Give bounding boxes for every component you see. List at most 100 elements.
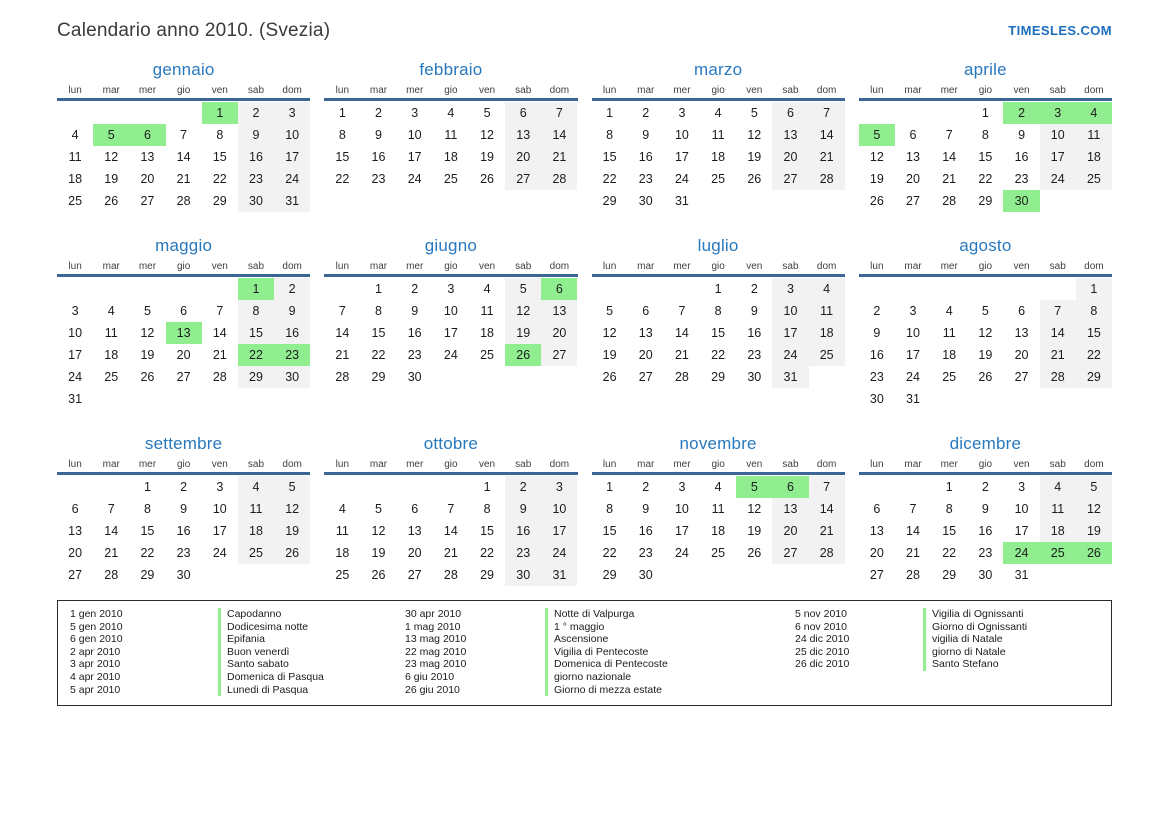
day-cell: 12 [747, 502, 762, 516]
legend-column: 1 gen 2010 Capodanno 5 gen 2010 Dodicesima … [70, 608, 405, 697]
day-cell [433, 476, 469, 498]
day-cell: 17 [212, 524, 227, 538]
weekday-label: ven [478, 459, 496, 470]
day-cell: 2 [1003, 102, 1040, 124]
holiday-marker-bar [545, 608, 548, 621]
day-cell: 26 [1075, 542, 1112, 564]
day-cell: 15 [140, 524, 155, 538]
day-cell: 30 [978, 568, 993, 582]
weekday-label: dom [282, 261, 302, 272]
day-cell [1003, 388, 1039, 410]
weekday-row: lun mar mer gio ven sab dom [858, 85, 1112, 101]
day-cell: 8 [237, 300, 275, 322]
weekday-label: dom [1084, 85, 1104, 96]
day-cell: 25 [942, 370, 957, 384]
weekday-label: sab [247, 459, 265, 470]
weekday-label: mer [406, 261, 424, 272]
day-cell: 17 [443, 326, 458, 340]
day-cell: 29 [942, 568, 957, 582]
day-cell: 24 [674, 546, 689, 560]
day-cell [931, 278, 967, 300]
day-cell: 9 [180, 502, 188, 516]
day-cell [93, 102, 129, 124]
day-cell: 24 [443, 348, 458, 362]
day-cell: 21 [176, 172, 191, 186]
legend-holiday-name: giorno di Natale [932, 645, 1006, 658]
legend-entry: 5 gen 2010 Dodicesima notte [70, 620, 405, 634]
day-cell: 16 [176, 524, 191, 538]
day-cell: 1 [237, 278, 275, 300]
day-cell: 13 [1014, 326, 1029, 340]
day-cell: 31 [541, 564, 578, 586]
holiday-marker-bar [923, 620, 926, 634]
day-cell [1040, 278, 1076, 300]
day-cell: 12 [978, 326, 993, 340]
timesles-logo-link[interactable]: TIMESLES.COM [1008, 23, 1112, 38]
day-cell: 20 [68, 546, 83, 560]
day-cell: 14 [808, 498, 845, 520]
day-cell: 17 [1039, 146, 1076, 168]
day-cell: 1 [375, 282, 382, 296]
weekday-label: gio [978, 459, 993, 470]
day-cell: 4 [237, 476, 275, 498]
day-cell: 30 [747, 370, 762, 384]
day-cell: 9 [411, 304, 419, 318]
day-cell: 12 [747, 128, 762, 142]
days-grid: 1 2 3 4 5 6 7 8 9 10 11 12 13 14 15 16 17 18 19 20 21 22 23 24 2… [859, 476, 1112, 586]
day-cell: 24 [407, 172, 422, 186]
day-cell: 14 [541, 124, 578, 146]
month-giugno: giugno lun mar mer gio ven sab dom 1 2 3 4 5 6 7 8 9 10 11… [324, 236, 578, 410]
day-cell: 15 [602, 150, 617, 164]
day-cell: 3 [678, 480, 686, 494]
day-cell: 6 [505, 102, 542, 124]
holiday-marker-bar [545, 670, 548, 684]
weekday-label: ven [1013, 459, 1030, 470]
day-cell: 19 [869, 172, 884, 186]
day-cell: 5 [736, 476, 773, 498]
day-cell: 9 [642, 502, 650, 516]
day-cell: 19 [602, 348, 617, 362]
weekday-row: lun mar mer gio ven sab dom [57, 261, 311, 277]
day-cell: 6 [1018, 304, 1026, 318]
day-cell: 20 [638, 348, 653, 362]
day-cell: 21 [674, 348, 689, 362]
day-cell: 24 [68, 370, 83, 384]
day-cell: 22 [212, 172, 227, 186]
day-cell: 18 [1075, 146, 1112, 168]
days-grid: 1 2 3 4 5 6 7 8 9 10 11 12 13 14 15 16 17 18 19 20 21 22 23 24 2… [592, 278, 845, 388]
day-cell: 19 [140, 348, 155, 362]
day-cell: 29 [602, 568, 617, 582]
day-cell: 14 [443, 524, 458, 538]
days-grid: 1 2 3 4 5 6 7 8 9 10 11 12 13 14 15 16 17 18 19 20 21 22 23 24 2… [324, 102, 578, 190]
legend-holiday-name: Santo sabato [227, 658, 289, 671]
weekday-label: sab [1049, 459, 1066, 470]
day-cell: 28 [104, 568, 119, 582]
day-cell [772, 190, 808, 212]
day-cell: 11 [480, 304, 494, 318]
day-cell: 18 [1039, 520, 1076, 542]
day-cell: 1 [1075, 278, 1112, 300]
day-cell: 10 [274, 124, 311, 146]
month-gennaio: gennaio lun mar mer gio ven sab dom 1 2 3 4 5 6 7 8 9 10 1… [57, 60, 311, 212]
day-cell: 16 [978, 524, 993, 538]
day-cell: 13 [505, 124, 542, 146]
weekday-label: lun [335, 459, 350, 470]
day-cell: 23 [176, 546, 191, 560]
day-cell: 12 [371, 524, 386, 538]
day-cell: 28 [541, 168, 578, 190]
day-cell: 5 [483, 106, 491, 120]
day-cell: 7 [180, 128, 188, 142]
day-cell [1040, 190, 1076, 212]
day-cell [931, 388, 967, 410]
day-cell [505, 366, 541, 388]
day-cell: 11 [444, 128, 458, 142]
days-grid: 1 2 3 4 5 6 7 8 9 10 11 12 13 14 15 16 17 18 19 20 21 22 23 24 2… [57, 102, 311, 212]
day-cell: 29 [371, 370, 386, 384]
weekday-label: mar [637, 261, 655, 272]
month-dicembre: dicembre lun mar mer gio ven sab dom 1 2 3 4 5 6 7 8 9 10… [858, 434, 1112, 586]
day-cell: 26 [978, 370, 993, 384]
legend-holiday-name: Notte di Valpurga [554, 608, 635, 620]
day-cell: 5 [606, 304, 614, 318]
weekday-label: mer [940, 261, 958, 272]
day-cell: 8 [945, 502, 953, 516]
